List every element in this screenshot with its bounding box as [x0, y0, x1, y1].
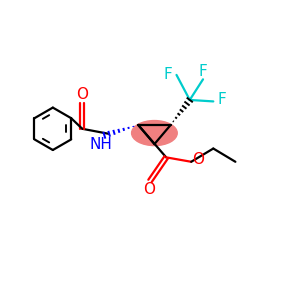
Text: F: F — [199, 64, 207, 79]
Text: O: O — [76, 87, 88, 102]
Text: O: O — [193, 152, 205, 167]
Text: F: F — [164, 67, 172, 82]
Text: NH: NH — [89, 137, 112, 152]
Ellipse shape — [132, 121, 177, 146]
Text: O: O — [143, 182, 155, 197]
Text: F: F — [217, 92, 226, 107]
